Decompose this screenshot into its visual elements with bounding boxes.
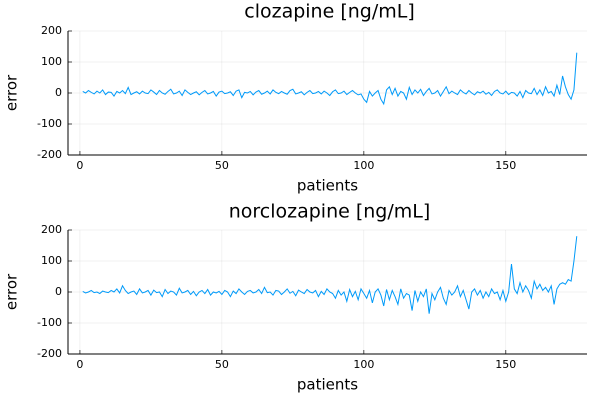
y-axis-label: error <box>3 74 21 111</box>
data-line <box>82 52 578 106</box>
x-tick-label: 150 <box>495 159 516 172</box>
data-line <box>82 236 578 314</box>
x-tick-label: 100 <box>353 358 374 371</box>
x-tick-label: 0 <box>76 159 83 172</box>
x-tick-label: 150 <box>495 358 516 371</box>
x-tick-label: 0 <box>76 358 83 371</box>
y-tick-label: -200 <box>37 347 62 360</box>
y-tick-label: -100 <box>37 117 62 130</box>
y-tick-label: 100 <box>41 254 62 267</box>
x-axis-label: patients <box>297 376 358 394</box>
y-tick-label: -200 <box>37 148 62 161</box>
y-tick-label: 200 <box>41 223 62 236</box>
y-tick-label: 0 <box>55 285 62 298</box>
y-tick-label: 0 <box>55 86 62 99</box>
x-tick-label: 50 <box>215 358 229 371</box>
y-tick-label: -100 <box>37 316 62 329</box>
x-axis-label: patients <box>297 177 358 195</box>
y-tick-label: 200 <box>41 24 62 37</box>
chart-title: clozapine [ng/mL] <box>244 1 415 23</box>
chart-title: norclozapine [ng/mL] <box>229 201 431 223</box>
x-tick-label: 50 <box>215 159 229 172</box>
y-axis-label: error <box>3 273 21 310</box>
x-tick-label: 100 <box>353 159 374 172</box>
y-tick-label: 100 <box>41 55 62 68</box>
